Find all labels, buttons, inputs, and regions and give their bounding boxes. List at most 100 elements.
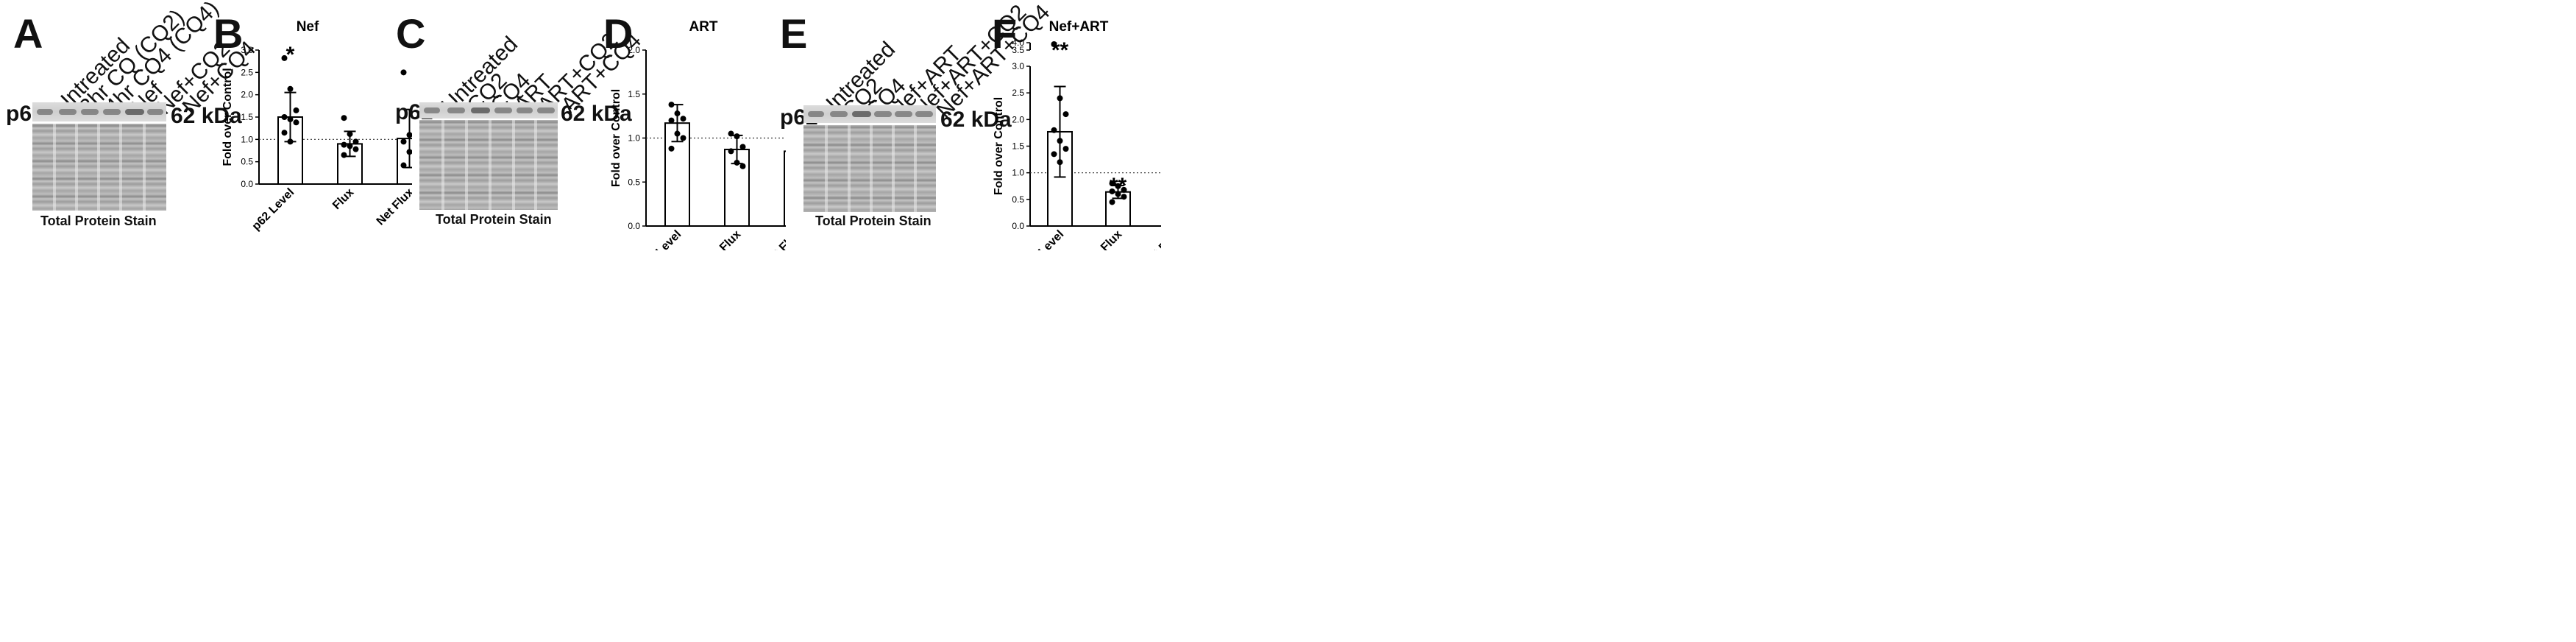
x-tick-label: Flux: [330, 186, 356, 212]
data-point: [734, 159, 740, 166]
bar: [784, 150, 786, 227]
data-point: [1109, 180, 1115, 187]
data-point: [352, 146, 359, 152]
y-tick-label: 3.5: [1012, 45, 1024, 55]
data-point: [400, 162, 407, 169]
data-point: [668, 145, 675, 152]
kda-label: 62 kDa: [171, 104, 242, 128]
data-point: [406, 132, 412, 138]
blot-band: [103, 109, 121, 115]
blot-band: [59, 109, 77, 115]
data-point: [668, 117, 675, 124]
y-tick-label: 0.0: [1012, 221, 1024, 231]
blot-band: [125, 109, 144, 115]
blot-band: [874, 111, 892, 117]
panel-letter-b: B: [213, 10, 244, 57]
data-point: [1121, 194, 1127, 200]
y-tick-label: 1.5: [1012, 141, 1024, 152]
chart-title: Nef+ART: [1049, 19, 1109, 35]
data-point: [680, 135, 686, 141]
panel-letter-f: F: [992, 10, 1018, 57]
y-tick-label: 0.5: [1012, 194, 1024, 205]
y-tick-label: 0.0: [241, 179, 253, 189]
blot-band: [494, 107, 512, 113]
y-axis-label: Fold over Control: [993, 97, 1005, 195]
data-point: [734, 133, 740, 140]
data-point: [1115, 191, 1121, 197]
data-point: [668, 102, 675, 108]
chart-f-plot: Nef+ART Fold over Control 0.0 0.5 1.0 1.5 2.0 2…: [993, 19, 1161, 250]
data-point: [341, 115, 347, 121]
total-protein-stain-image: [803, 125, 936, 212]
blot-band: [81, 109, 99, 115]
chart-b-plot: Nef Fold over Control 0.0 0.5 1.0 1.5 2.0 2.5 3.…: [221, 19, 412, 233]
y-tick-label: 0.5: [241, 157, 253, 167]
data-point: [347, 143, 353, 149]
y-tick-label: 3.0: [1012, 61, 1024, 71]
data-point: [347, 131, 353, 138]
data-point: [281, 54, 288, 61]
data-point: [1062, 146, 1069, 152]
blot-band: [895, 111, 912, 117]
chart-title: Nef: [297, 19, 319, 35]
blot-band: [852, 111, 871, 117]
y-tick-label: 2.5: [1012, 88, 1024, 98]
chart-f: Nef+ART Fold over Control 0.0 0.5 1.0 1.5 2.0 2…: [993, 19, 1161, 250]
x-tick-label: Flux: [717, 228, 743, 250]
kda-label: 62 kDa: [561, 102, 632, 126]
blot-band: [147, 109, 163, 115]
data-point: [1057, 159, 1063, 166]
bar: [664, 122, 690, 227]
total-protein-stain-image: [32, 124, 166, 211]
y-tick-label: 1.0: [241, 134, 253, 144]
data-point: [1057, 138, 1063, 144]
y-tick-label: 3.0: [241, 45, 253, 55]
data-point: [287, 138, 294, 145]
y-tick-label: 0.0: [628, 221, 640, 231]
data-point: [680, 116, 686, 122]
panel-letter-e: E: [780, 10, 808, 57]
data-point: [1057, 95, 1063, 102]
p62-blot-strip: [32, 102, 166, 121]
p62-blot-strip: [803, 105, 936, 123]
y-tick-label: 4.0: [1012, 38, 1024, 48]
panel-letter-c: C: [396, 10, 426, 57]
y-axis-label: Fold over Control: [221, 68, 234, 166]
data-point: [728, 130, 734, 137]
data-point: [1109, 188, 1115, 194]
significance-marker: *: [286, 43, 295, 67]
y-tick-label: 1.5: [241, 112, 253, 122]
chart-d-plot: ART Fold over Control 0.0 0.5 1.0 1.5 2.0 p62 L…: [610, 19, 786, 250]
p62-blot-strip: [419, 102, 558, 119]
chart-b: Nef Fold over Control 0.0 0.5 1.0 1.5 2.0 2.5 3.…: [221, 19, 412, 233]
stain-caption: Total Protein Stain: [40, 214, 157, 228]
blot-band: [915, 111, 933, 117]
y-tick-label: 1.5: [628, 89, 640, 99]
data-point: [1115, 183, 1121, 189]
x-tick-label: Net Flux: [1141, 228, 1161, 250]
data-point: [352, 138, 359, 145]
data-point: [293, 107, 299, 113]
data-point: [674, 130, 681, 137]
data-point: [341, 141, 347, 148]
y-tick-label: 1.0: [1012, 168, 1024, 178]
total-protein-stain-image: [419, 120, 558, 210]
x-tick-label: Net Flux: [375, 186, 412, 228]
significance-marker: **: [1110, 174, 1127, 198]
x-tick-label: Net Flux: [762, 228, 786, 250]
blot-band: [37, 109, 53, 115]
data-point: [341, 152, 347, 158]
blot-band: [424, 107, 440, 113]
chart-d: ART Fold over Control 0.0 0.5 1.0 1.5 2.0 p62 L…: [610, 19, 786, 250]
blot-band: [537, 107, 555, 113]
data-point: [1062, 111, 1069, 118]
data-point: [1051, 41, 1057, 47]
x-tick-label: p62 Level: [637, 228, 684, 250]
y-tick-label: 2.0: [241, 90, 253, 100]
blot-band: [517, 107, 533, 113]
data-point: [728, 148, 734, 155]
x-tick-label: Flux: [1099, 228, 1124, 250]
y-tick-label: 1.0: [628, 133, 640, 144]
blot-band: [808, 111, 824, 117]
data-point: [400, 69, 407, 76]
